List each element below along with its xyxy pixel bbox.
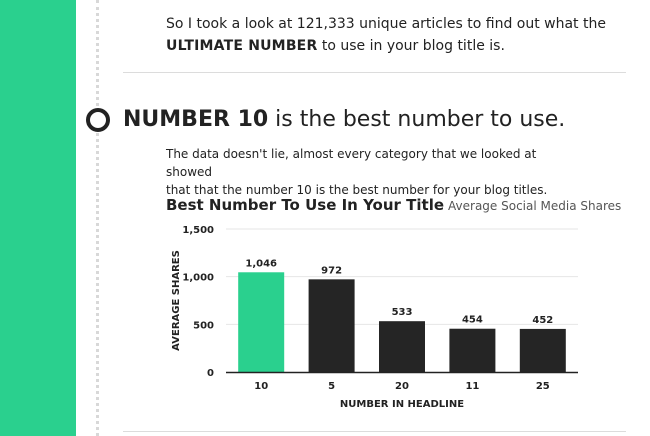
x-tick-label: 11 xyxy=(465,381,479,392)
intro-line-1: So I took a look at 121,333 unique artic… xyxy=(166,16,606,32)
bar-value-label: 972 xyxy=(321,265,342,276)
x-tick-label: 20 xyxy=(395,381,409,392)
section-divider-bottom xyxy=(123,431,626,432)
bar-value-label: 1,046 xyxy=(245,258,277,269)
chart-heading: Best Number To Use In Your Title Average … xyxy=(166,195,626,216)
paragraph-line-2: that that the number 10 is the best numb… xyxy=(166,183,548,197)
bar-value-label: 452 xyxy=(532,315,553,326)
intro-text: So I took a look at 121,333 unique artic… xyxy=(166,13,626,57)
accent-sidebar xyxy=(0,0,76,436)
section-heading-rest: is the best number to use. xyxy=(268,107,566,132)
bar xyxy=(238,272,285,372)
y-tick-label: 1,500 xyxy=(182,225,214,236)
bar xyxy=(379,321,425,372)
y-tick-label: 1,000 xyxy=(182,273,214,284)
section-divider-top xyxy=(123,72,626,73)
x-tick-label: 5 xyxy=(328,381,335,392)
bar xyxy=(519,328,566,372)
chart-subtitle: Average Social Media Shares xyxy=(448,199,622,213)
bar-value-label: 533 xyxy=(392,307,413,318)
y-tick-label: 500 xyxy=(193,320,214,331)
y-tick-label: 0 xyxy=(207,368,214,379)
x-axis-title: NUMBER IN HEADLINE xyxy=(340,399,464,410)
timeline-ring-icon xyxy=(86,108,110,132)
timeline-dotted-line xyxy=(96,0,99,436)
y-axis-title: AVERAGE SHARES xyxy=(171,250,182,351)
bar xyxy=(308,279,355,372)
intro-emphasis: ULTIMATE NUMBER xyxy=(166,38,318,54)
section-heading-emphasis: NUMBER 10 xyxy=(123,107,269,132)
x-tick-label: 10 xyxy=(254,381,268,392)
bar xyxy=(449,328,496,372)
bar-value-label: 454 xyxy=(462,315,483,326)
paragraph-line-1: The data doesn't lie, almost every categ… xyxy=(166,147,537,179)
x-tick-label: 25 xyxy=(536,381,550,392)
intro-line-2: ULTIMATE NUMBER to use in your blog titl… xyxy=(166,35,626,57)
chart-title: Best Number To Use In Your Title xyxy=(166,196,445,214)
section-paragraph: The data doesn't lie, almost every categ… xyxy=(166,145,586,199)
section-heading: NUMBER 10 is the best number to use. xyxy=(123,104,633,136)
intro-line-2-rest: to use in your blog title is. xyxy=(317,38,505,54)
